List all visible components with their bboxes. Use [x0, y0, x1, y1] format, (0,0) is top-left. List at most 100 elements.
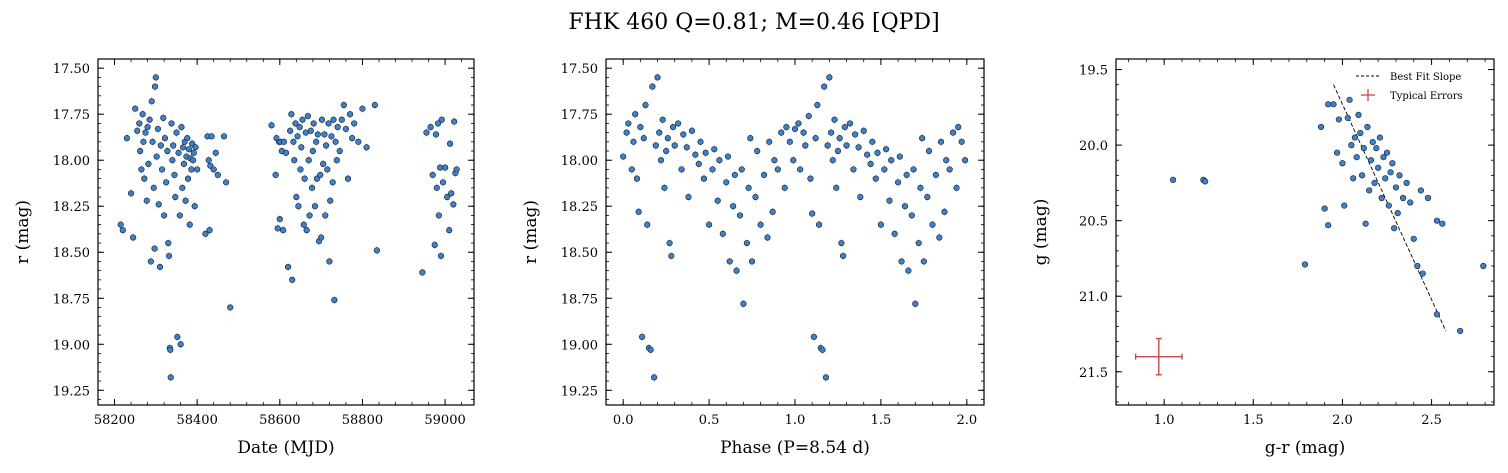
data-point: [214, 171, 221, 179]
data-point: [764, 234, 771, 241]
data-point: [709, 166, 716, 173]
data-point: [738, 166, 745, 173]
data-point: [1385, 202, 1392, 209]
data-point: [434, 120, 442, 127]
data-point: [206, 227, 213, 234]
data-point: [774, 166, 781, 173]
y-tick-label: 17.50: [53, 62, 90, 77]
data-point: [327, 197, 334, 204]
data-point: [349, 135, 356, 142]
legend-label-typical-errors: Typical Errors: [1390, 91, 1463, 102]
data-point: [766, 138, 773, 145]
data-point: [448, 190, 455, 197]
data-point: [165, 239, 172, 247]
data-point: [325, 120, 332, 127]
data-point: [748, 258, 756, 265]
data-point: [329, 179, 336, 186]
data-point: [1480, 262, 1487, 270]
y-tick-label: 18.50: [561, 246, 598, 261]
data-point: [309, 147, 316, 155]
data-point: [778, 129, 785, 136]
data-point: [439, 179, 447, 186]
data-point: [1333, 149, 1341, 156]
data-point: [156, 263, 164, 271]
data-point: [805, 112, 812, 120]
x-axis-label: Date (MJD): [237, 438, 334, 458]
data-point: [148, 98, 155, 105]
data-point: [318, 116, 326, 123]
data-point: [333, 157, 340, 164]
data-point: [308, 184, 316, 191]
y-tick-label: 17.75: [53, 108, 90, 123]
data-point: [678, 166, 685, 173]
x-axis-label: Phase (P=8.54 d): [720, 438, 870, 458]
data-point: [632, 111, 639, 118]
data-point: [752, 193, 759, 201]
data-point: [293, 193, 300, 201]
data-point: [642, 101, 649, 109]
data-point: [924, 193, 931, 201]
data-point: [180, 160, 188, 168]
data-point: [165, 252, 173, 260]
x-tick-label: 59000: [424, 413, 465, 428]
data-point: [184, 135, 191, 142]
y-tick-label: 18.25: [561, 200, 598, 215]
data-point: [625, 120, 632, 127]
data-point: [656, 129, 663, 136]
data-point: [1169, 176, 1177, 183]
panel-color-magnitude: 1.0 1.5 2.0 2.5 19.5 20.0 20.5 21.0 21.5 Best Fit…: [1031, 58, 1495, 458]
data-point: [838, 239, 845, 247]
y-tick-label: 21.5: [1079, 366, 1108, 381]
data-point: [154, 125, 162, 133]
data-point: [317, 171, 324, 179]
data-point: [284, 263, 292, 271]
data-point: [321, 131, 328, 138]
data-point: [194, 166, 201, 173]
data-point: [167, 346, 174, 353]
data-point: [815, 221, 823, 228]
data-point: [881, 166, 888, 173]
data-point: [332, 138, 339, 145]
data-point: [433, 184, 440, 191]
data-point: [688, 127, 696, 134]
data-point: [638, 333, 646, 341]
data-point: [340, 101, 347, 109]
data-point: [419, 269, 426, 276]
data-point: [344, 175, 352, 182]
data-point: [633, 175, 641, 182]
data-point: [295, 203, 302, 210]
data-point: [809, 210, 816, 217]
data-point: [355, 138, 362, 145]
data-point: [1366, 187, 1373, 194]
data-point: [1301, 261, 1309, 268]
data-point: [141, 175, 148, 182]
y-tick-label: 20.0: [1079, 139, 1108, 154]
data-point: [143, 197, 150, 204]
data-point: [1350, 175, 1357, 182]
x-tick-label: 1.5: [1243, 413, 1264, 428]
data-point: [791, 125, 799, 133]
data-point: [272, 171, 279, 179]
data-point: [635, 208, 642, 215]
data-point: [268, 122, 275, 129]
data-point: [163, 179, 170, 186]
data-point: [331, 296, 338, 304]
data-point: [363, 144, 370, 151]
data-point: [1360, 145, 1367, 152]
data-point: [1371, 179, 1378, 186]
data-point: [151, 245, 158, 252]
data-point: [654, 74, 661, 81]
data-point: [1419, 270, 1426, 277]
data-point: [831, 116, 838, 123]
data-point: [330, 116, 337, 123]
data-point: [1353, 154, 1360, 161]
data-point: [702, 149, 709, 156]
data-point: [864, 151, 871, 158]
data-point: [754, 147, 761, 155]
data-point: [874, 149, 881, 156]
plot-frame: [605, 58, 985, 406]
data-point: [155, 201, 162, 208]
data-point: [144, 123, 151, 131]
data-point: [852, 131, 859, 138]
data-point: [1378, 194, 1385, 202]
